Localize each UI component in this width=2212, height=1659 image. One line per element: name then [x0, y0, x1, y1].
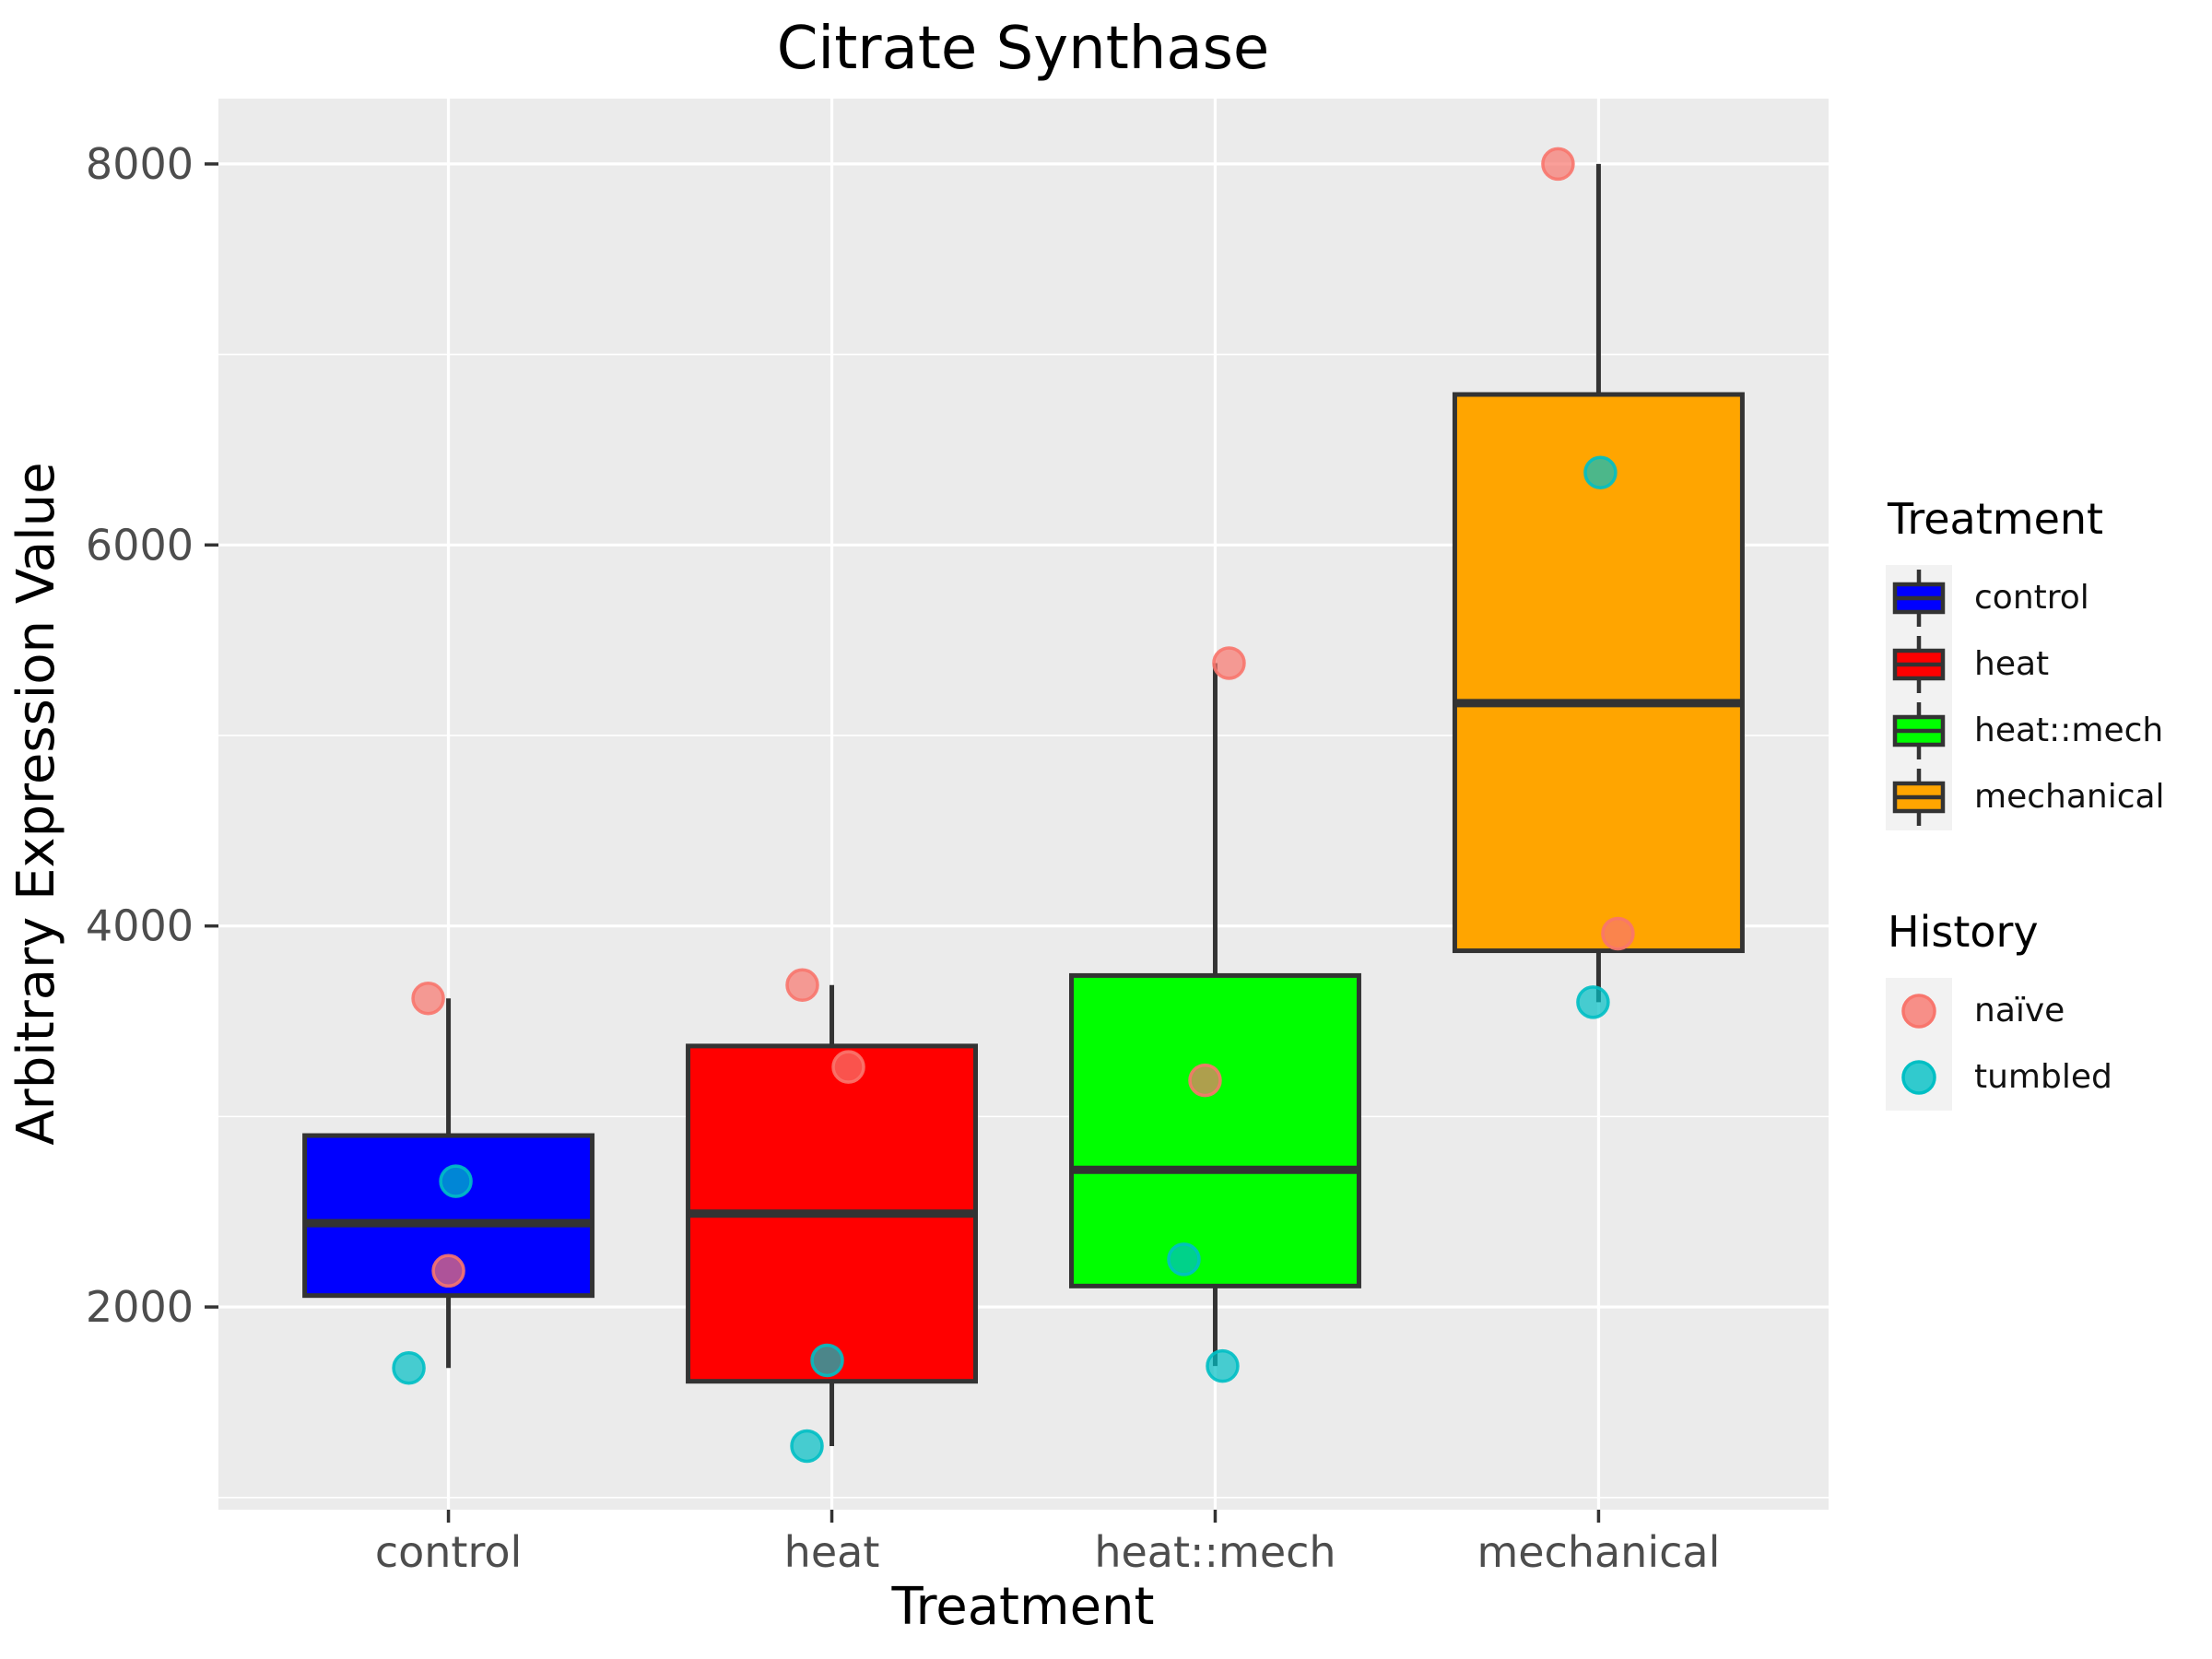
x-tick-label-mechanical: mechanical: [1477, 1527, 1720, 1577]
legend-treatment: Treatment control heat: [1886, 496, 2165, 830]
boxplot-glyph-icon: [1886, 630, 1952, 698]
y-tick-label-4000: 4000: [86, 901, 194, 951]
x-tick-label-heat::mech: heat::mech: [1094, 1527, 1335, 1577]
point-heat::mech-naïve-3190: [1188, 1063, 1222, 1098]
legend-treatment-title: Treatment: [1888, 494, 2104, 544]
legend-item-mechanical: mechanical: [1886, 763, 2165, 830]
legend-label: control: [1974, 579, 2089, 618]
point-glyph-icon: [1886, 977, 1952, 1044]
point-mechanical-naïve-8000: [1541, 147, 1575, 182]
point-heat-naïve-3260: [831, 1050, 865, 1084]
legend-history: History naïve tumbled: [1886, 909, 2112, 1111]
legend-item-control: control: [1886, 564, 2165, 631]
point-mechanical-naïve-3960: [1601, 916, 1635, 951]
legend-label: naïve: [1974, 992, 2065, 1030]
boxplot-layer: [302, 147, 1745, 1464]
legend-item-heat: heat: [1886, 630, 2165, 698]
y-axis-title: Arbitrary Expression Value: [6, 462, 66, 1145]
point-glyph-icon: [1886, 1043, 1952, 1111]
legend-label: mechanical: [1974, 778, 2165, 817]
legend-item-heat-mech: heat::mech: [1886, 697, 2165, 764]
point-heat-naïve-3690: [785, 968, 819, 1003]
point-heat::mech-tumbled-2250: [1167, 1242, 1201, 1277]
y-tick-label-2000: 2000: [86, 1282, 194, 1332]
point-mechanical-tumbled-6380: [1583, 455, 1618, 489]
boxplot-glyph-icon: [1886, 564, 1952, 631]
x-axis-title: Treatment: [891, 1577, 1155, 1637]
legend-label: heat::mech: [1974, 712, 2164, 750]
legend-history-title: History: [1888, 907, 2039, 957]
x-tick-label-control: control: [375, 1527, 522, 1577]
plot-title: Citrate Synthase: [777, 15, 1270, 83]
point-control-tumbled-1680: [392, 1350, 426, 1385]
box-heat::mech: [1068, 972, 1361, 1288]
legend-item-naive: naïve: [1886, 977, 2112, 1044]
legend-label: heat: [1974, 645, 2050, 684]
point-control-naïve-2190: [431, 1253, 465, 1288]
boxplot-glyph-icon: [1886, 763, 1952, 830]
legend-label: tumbled: [1974, 1058, 2112, 1097]
point-heat::mech-naïve-5380: [1212, 646, 1246, 680]
point-control-tumbled-2660: [439, 1164, 473, 1198]
point-control-naïve-3620: [411, 981, 445, 1016]
legend-item-tumbled: tumbled: [1886, 1043, 2112, 1111]
point-mechanical-tumbled-3600: [1576, 985, 1610, 1019]
x-tick-label-heat: heat: [784, 1527, 880, 1577]
y-tick-label-8000: 8000: [86, 139, 194, 189]
y-tick-label-6000: 6000: [86, 520, 194, 570]
point-heat-tumbled-1720: [810, 1343, 844, 1378]
point-heat::mech-tumbled-1690: [1206, 1348, 1240, 1383]
boxplot-glyph-icon: [1886, 697, 1952, 764]
point-heat-tumbled-1270: [790, 1429, 824, 1464]
